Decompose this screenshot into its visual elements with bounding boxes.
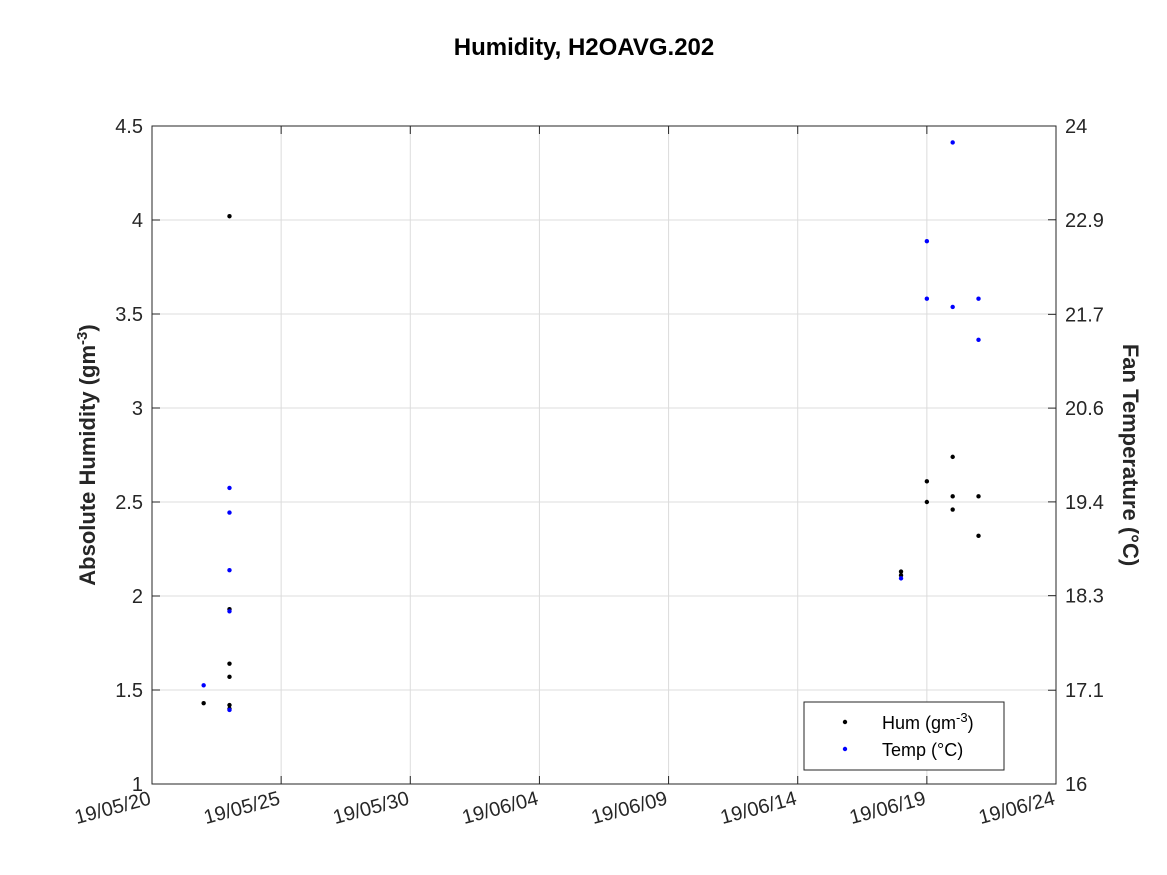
humidity-point (950, 507, 955, 512)
legend-entry-hum: Hum (gm-3) (882, 710, 974, 734)
legend-marker-temp (842, 746, 848, 752)
y2-tick-label: 22.9 (1065, 210, 1104, 232)
legend: Hum (gm-3) Temp (°C) (803, 701, 1005, 771)
plot-frame (151, 125, 1057, 785)
legend-entry-hum-main: Hum (gm (882, 713, 956, 733)
plot-background (152, 126, 1056, 784)
y2-tick-label: 21.7 (1065, 304, 1104, 326)
y-axis-label-main: Absolute Humidity (gm (75, 345, 100, 586)
data-points (201, 140, 981, 713)
temperature-point (227, 485, 232, 491)
legend-entry-hum-sup: -3 (956, 710, 968, 725)
temperature-point (227, 567, 232, 573)
humidity-point (924, 499, 930, 505)
humidity-point (976, 494, 981, 499)
temperature-point (924, 238, 930, 244)
humidity-point (201, 700, 206, 706)
y-axis-label-end: ) (75, 324, 100, 331)
y2-tick-label: 19.4 (1065, 492, 1104, 514)
y-tick-label: 1.5 (115, 680, 143, 702)
y-axis-label: Absolute Humidity (gm-3) (74, 324, 101, 585)
humidity-point (227, 702, 232, 708)
humidity-point (227, 214, 232, 219)
temperature-point (227, 510, 232, 515)
humidity-point (950, 454, 955, 460)
y-tick-label: 2.5 (115, 492, 143, 514)
y2-tick-label: 17.1 (1065, 680, 1104, 702)
humidity-point (976, 533, 981, 539)
y2-tick-label: 24 (1065, 116, 1087, 138)
humidity-point (898, 573, 904, 578)
temperature-point (976, 337, 981, 343)
humidity-point (924, 479, 930, 484)
legend-marker-hum (842, 719, 848, 725)
temperature-point (201, 683, 206, 688)
y-axis-left: 1 1.5 2 2.5 3 3.5 4 4.5 (115, 116, 160, 796)
humidity-point (227, 674, 232, 680)
y-tick-label: 4 (132, 210, 143, 232)
y-tick-label: 1 (132, 774, 143, 796)
legend-box (803, 701, 1005, 771)
humidity-point (950, 494, 955, 499)
humidity-point (898, 569, 904, 574)
temperature-point (976, 296, 981, 301)
y-tick-label: 4.5 (115, 116, 143, 138)
temperature-point (227, 707, 232, 713)
y2-axis-label: Fan Temperature (°C) (1118, 344, 1143, 566)
temperature-point (950, 304, 955, 310)
legend-entry-temp: Temp (°C) (882, 740, 963, 760)
y-tick-label: 3 (132, 398, 143, 420)
temperature-point (924, 296, 930, 301)
y-axis-label-sup: -3 (74, 332, 91, 345)
plot-area (151, 125, 1057, 785)
chart-title: Humidity, H2OAVG.202 (454, 34, 715, 61)
temperature-point (227, 609, 232, 614)
temperature-point (950, 140, 955, 145)
y2-tick-label: 18.3 (1065, 586, 1104, 608)
y2-tick-label: 20.6 (1065, 398, 1104, 420)
humidity-point (227, 661, 232, 666)
y-tick-label: 2 (132, 586, 143, 608)
temperature-point (898, 576, 904, 581)
legend-entry-hum-end: ) (968, 713, 974, 733)
y-tick-label: 3.5 (115, 304, 143, 326)
y-axis-right: 16 17.1 18.3 19.4 20.6 21.7 22.9 24 (1048, 116, 1104, 796)
grid-lines (152, 126, 1056, 784)
y2-tick-label: 16 (1065, 774, 1087, 796)
